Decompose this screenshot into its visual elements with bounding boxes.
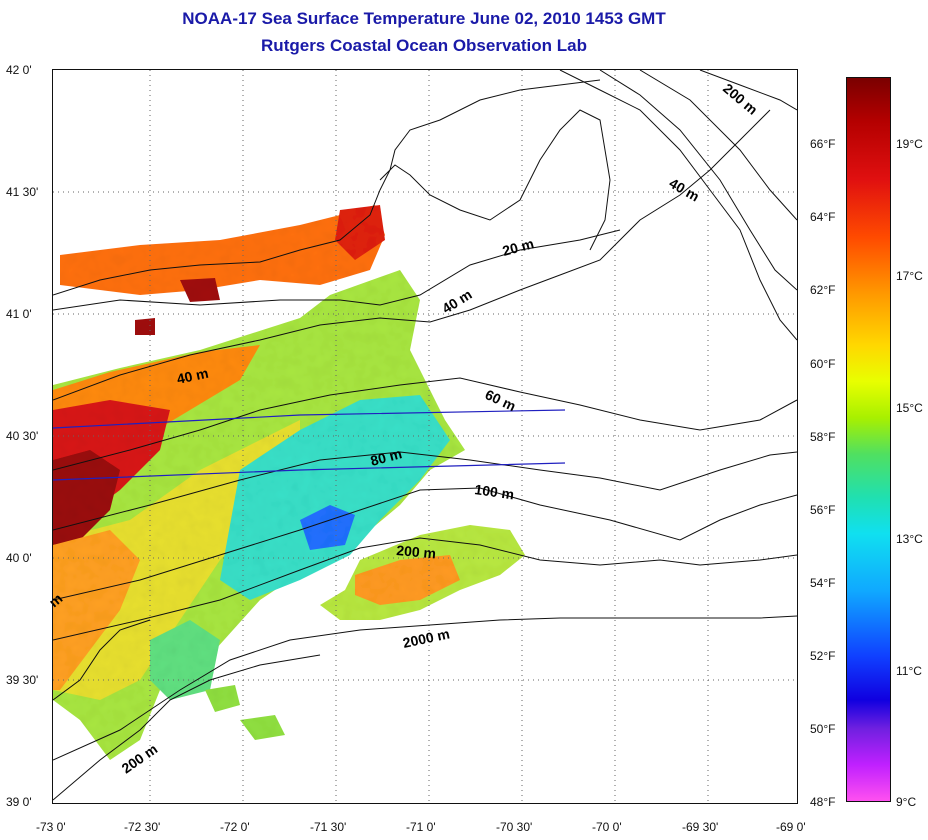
- lon-label-71-30: -71 30': [310, 820, 347, 834]
- contour-sw-inner: [53, 619, 151, 701]
- temperature-field: [53, 205, 525, 760]
- contour-200m-sw: [53, 654, 321, 801]
- sst-patch-offshore-orange: [355, 555, 460, 605]
- sst-patch-darkred: [53, 450, 120, 545]
- colorbar-f-58: 58°F: [810, 430, 836, 444]
- contour-2000m: [53, 615, 797, 761]
- lon-label-73: -73 0': [36, 820, 66, 834]
- cape-cod-outline: [379, 109, 611, 251]
- track-line-north: [52, 409, 566, 429]
- colorbar-f-62: 62°F: [810, 283, 836, 297]
- contour-shelf-ne3: [639, 70, 797, 221]
- lon-label-69-30: -69 30': [682, 820, 719, 834]
- contour-200m: [53, 537, 797, 641]
- lon-label-71: -71 0': [406, 820, 436, 834]
- contour-20m: [53, 229, 621, 311]
- track-line-south: [52, 462, 566, 481]
- contour-label-80: 80 m: [369, 445, 404, 469]
- colorbar-c-9: 9°C: [896, 795, 917, 809]
- contour-label-20: 20 m: [501, 235, 536, 259]
- colorbar-f-56: 56°F: [810, 503, 836, 517]
- lon-label-72: -72 0': [220, 820, 250, 834]
- lon-label-70-30: -70 30': [496, 820, 533, 834]
- colorbar-f-50: 50°F: [810, 722, 836, 736]
- graticule: [53, 70, 797, 803]
- lon-label-70: -70 0': [592, 820, 622, 834]
- map-subtitle: Rutgers Coastal Ocean Observation Lab: [261, 36, 587, 55]
- colorbar-f-66: 66°F: [810, 137, 836, 151]
- lat-label-39: 39 0': [6, 795, 32, 809]
- colorbar-f-64: 64°F: [810, 210, 836, 224]
- map-title: NOAA-17 Sea Surface Temperature June 02,…: [182, 9, 666, 28]
- contour-shelf-ne2: [599, 70, 797, 291]
- coastline: [53, 79, 601, 296]
- sst-patch-south-small: [205, 685, 240, 712]
- bathymetry-contours: [53, 70, 797, 801]
- colorbar-c-15: 15°C: [896, 401, 923, 415]
- colorbar-c-17: 17°C: [896, 269, 923, 283]
- sst-patch-south-small2: [240, 715, 285, 740]
- contour-label-40-west: 40 m: [175, 365, 210, 387]
- colorbar-f-48: 48°F: [810, 795, 836, 809]
- lat-label-42: 42 0': [6, 63, 32, 77]
- sst-patch-green-south: [150, 620, 220, 700]
- lat-label-40: 40 0': [6, 551, 32, 565]
- contour-label-100: 100 m: [474, 481, 516, 502]
- lon-label-69: -69 0': [776, 820, 806, 834]
- colorbar-c-13: 13°C: [896, 532, 923, 546]
- colorbar-f-52: 52°F: [810, 649, 836, 663]
- map-frame: [52, 69, 798, 804]
- lat-label-41: 41 0': [6, 307, 32, 321]
- contour-shelf-ne: [559, 70, 797, 341]
- lat-label-39-30: 39 30': [6, 673, 39, 687]
- sst-patch-southwest: [53, 530, 140, 690]
- satellite-tracks: [52, 409, 566, 481]
- lon-label-72-30: -72 30': [124, 820, 161, 834]
- sst-patch-cyan: [220, 395, 450, 600]
- contour-200m-ne: [699, 70, 797, 111]
- colorbar-f-54: 54°F: [810, 576, 836, 590]
- colorbar-c-19: 19°C: [896, 137, 923, 151]
- contour-100m: [53, 487, 797, 601]
- contour-60m: [53, 377, 797, 471]
- contour-label-200-mid: 200 m: [396, 542, 437, 561]
- colorbar-f-60: 60°F: [810, 357, 836, 371]
- contour-40m: [53, 109, 771, 401]
- lat-label-41-30: 41 30': [6, 185, 39, 199]
- lat-label-40-30: 40 30': [6, 429, 39, 443]
- colorbar-c-11: 11°C: [896, 664, 922, 678]
- temperature-colorbar: [846, 77, 891, 802]
- sst-patch-sound: [60, 205, 385, 295]
- sst-patch-sound-red: [335, 205, 385, 260]
- sst-patch-small-red: [180, 278, 220, 302]
